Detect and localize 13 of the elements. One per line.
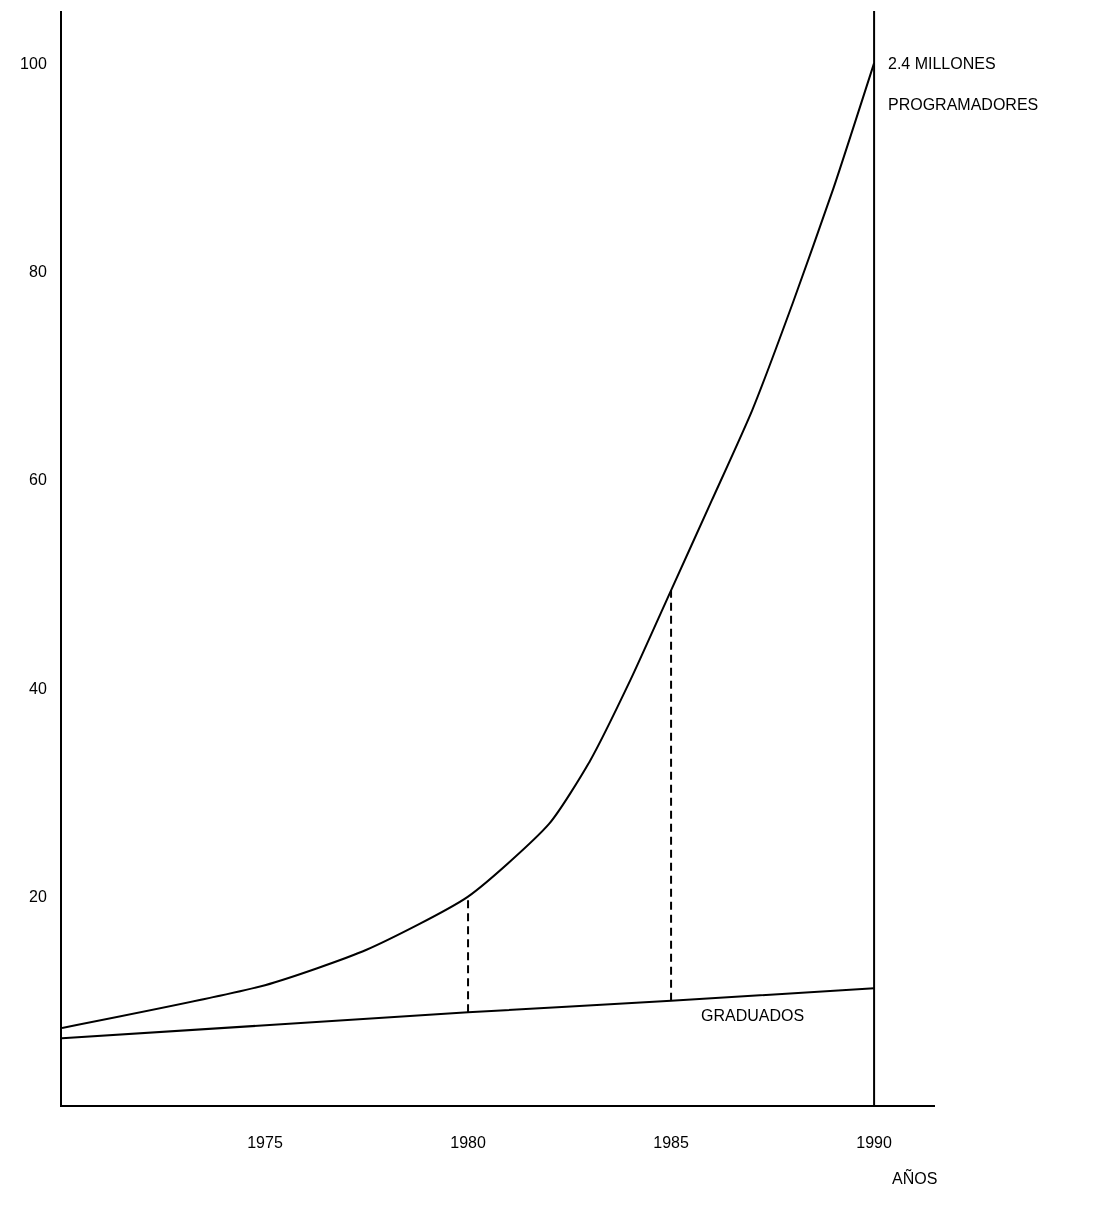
- x-tick-label: 1985: [653, 1134, 689, 1152]
- y-tick-label: 20: [29, 888, 47, 906]
- y-tick-label: 40: [29, 679, 47, 697]
- series-label: PROGRAMADORES: [888, 96, 1039, 113]
- y-tick-label: 100: [20, 54, 47, 72]
- y-tick-label: 80: [29, 263, 47, 281]
- x-tick-label: 1980: [450, 1134, 486, 1152]
- x-tick-label: 1990: [856, 1134, 892, 1152]
- series-label: GRADUADOS: [701, 1007, 805, 1024]
- x-axis-title: AÑOS: [892, 1168, 938, 1187]
- annotation: 2.4 MILLONES: [888, 55, 996, 72]
- x-tick-label: 1975: [247, 1134, 283, 1152]
- y-tick-label: 60: [29, 471, 47, 489]
